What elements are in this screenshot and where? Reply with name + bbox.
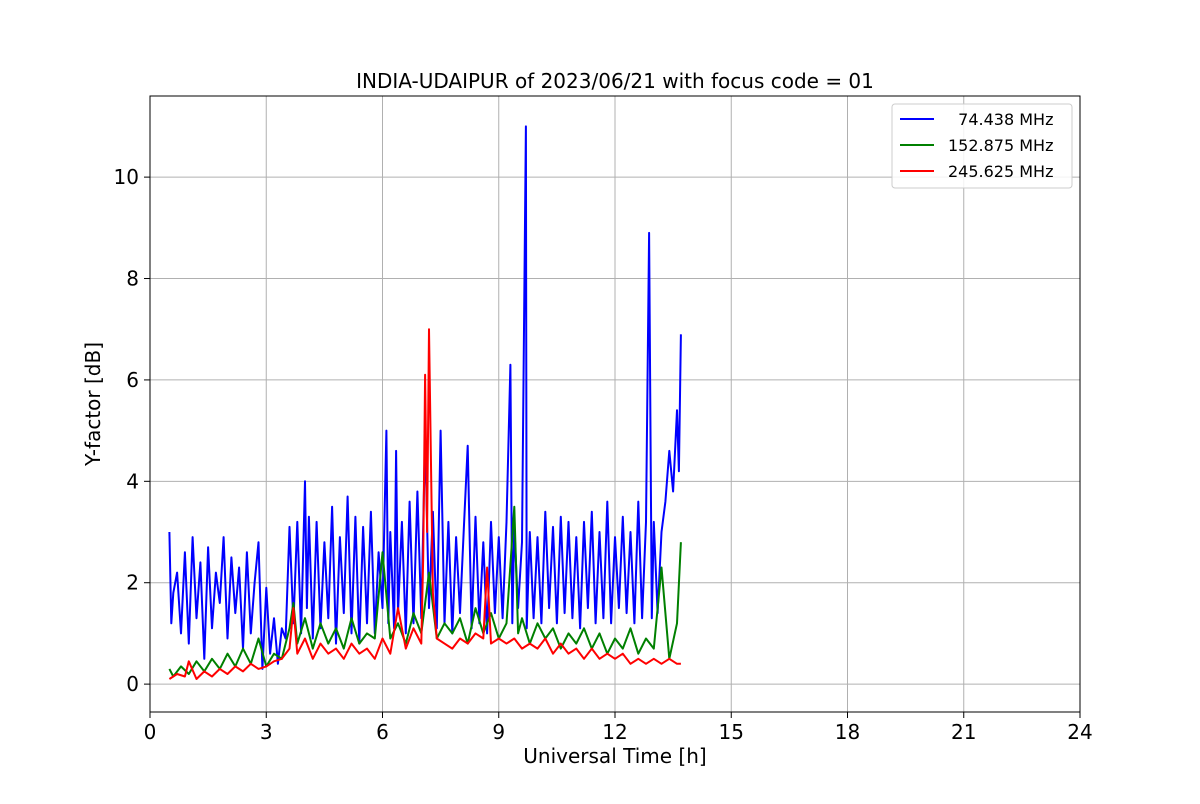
- legend-label-74mhz: 74.438 MHz: [948, 110, 1053, 129]
- x-tick-label: 24: [1067, 720, 1092, 744]
- x-tick-label: 6: [376, 720, 389, 744]
- x-tick-label: 9: [492, 720, 505, 744]
- chart-title: INDIA-UDAIPUR of 2023/06/21 with focus c…: [356, 69, 874, 93]
- y-axis-label: Y-factor [dB]: [81, 342, 105, 467]
- legend-box: [891, 103, 1073, 189]
- y-tick-label: 4: [126, 469, 139, 493]
- legend-label-245mhz: 245.625 MHz: [948, 162, 1053, 181]
- x-tick-label: 18: [835, 720, 860, 744]
- y-tick-label: 6: [126, 368, 139, 392]
- x-axis-label: Universal Time [h]: [523, 744, 706, 768]
- series-line-152mhz: [168, 505, 682, 678]
- y-tick-label: 8: [126, 267, 139, 291]
- legend: 74.438 MHz 152.875 MHz 245.625 MHz: [891, 103, 1073, 189]
- x-tick-label: 12: [602, 720, 627, 744]
- x-tick-label: 21: [951, 720, 976, 744]
- series-layer: [168, 125, 682, 680]
- y-tick-label: 0: [126, 672, 139, 696]
- x-tick-label: 0: [144, 720, 157, 744]
- x-tick-label: 15: [719, 720, 744, 744]
- legend-label-152mhz: 152.875 MHz: [948, 136, 1053, 155]
- series-line-245mhz: [168, 328, 681, 680]
- y-tick-label: 2: [126, 571, 139, 595]
- x-tick-label: 3: [260, 720, 273, 744]
- y-tick-label: 10: [114, 165, 139, 189]
